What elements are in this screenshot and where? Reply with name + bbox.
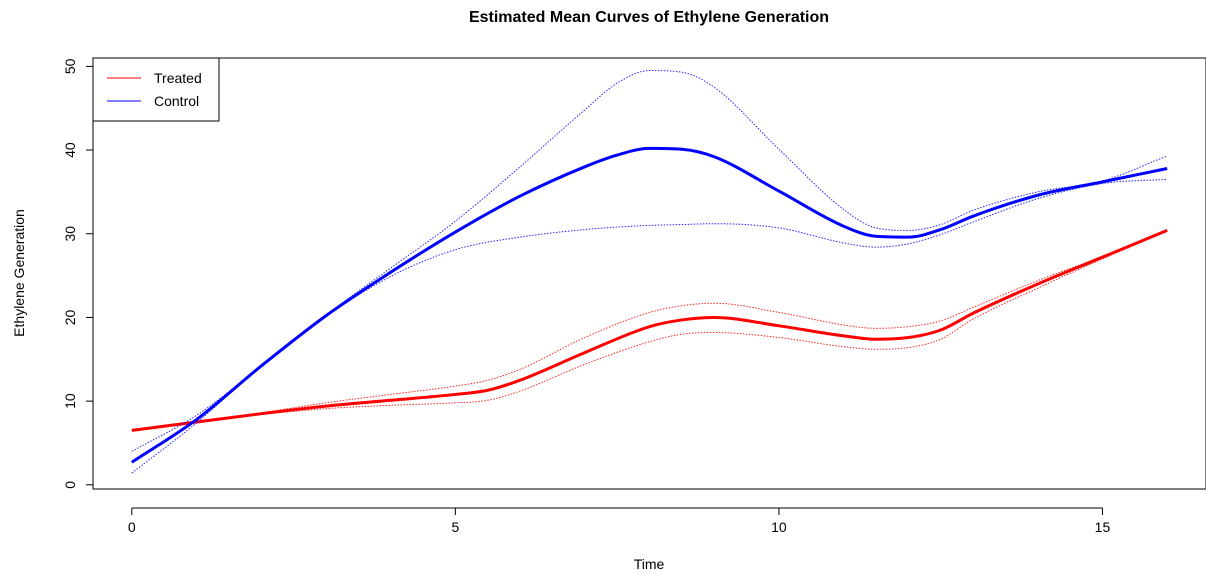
chart-title: Estimated Mean Curves of Ethylene Genera… [469, 9, 829, 26]
series-line-treated-upper [131, 229, 1168, 431]
legend-label-treated: Treated [154, 70, 202, 86]
x-tick-label: 5 [451, 519, 459, 535]
x-axis-label: Time [634, 556, 665, 572]
series-line-treated-lower [131, 230, 1168, 431]
series-line-treated-mean [131, 229, 1168, 432]
y-tick-label: 0 [62, 481, 78, 489]
y-axis: 0 10 20 30 40 50 [62, 58, 94, 489]
y-axis-label: Ethylene Generation [11, 209, 27, 337]
legend-label-control: Control [154, 93, 199, 109]
y-tick-label: 20 [62, 309, 78, 325]
x-tick-label: 15 [1095, 519, 1111, 535]
y-tick-label: 40 [62, 142, 78, 158]
x-axis: 0 5 10 15 [128, 507, 1111, 535]
y-tick-label: 50 [62, 58, 78, 74]
series-line-control-mean [131, 146, 1168, 464]
y-tick-label: 10 [62, 393, 78, 409]
x-tick-label: 10 [771, 519, 787, 535]
legend-box [92, 57, 220, 122]
series-line-control-upper [131, 70, 1168, 452]
legend: Treated Control [92, 57, 220, 122]
series-layer [131, 70, 1168, 474]
x-tick-label: 0 [128, 519, 136, 535]
plot-frame [92, 57, 1206, 490]
series-line-control-lower [131, 178, 1168, 474]
y-tick-label: 30 [62, 226, 78, 242]
